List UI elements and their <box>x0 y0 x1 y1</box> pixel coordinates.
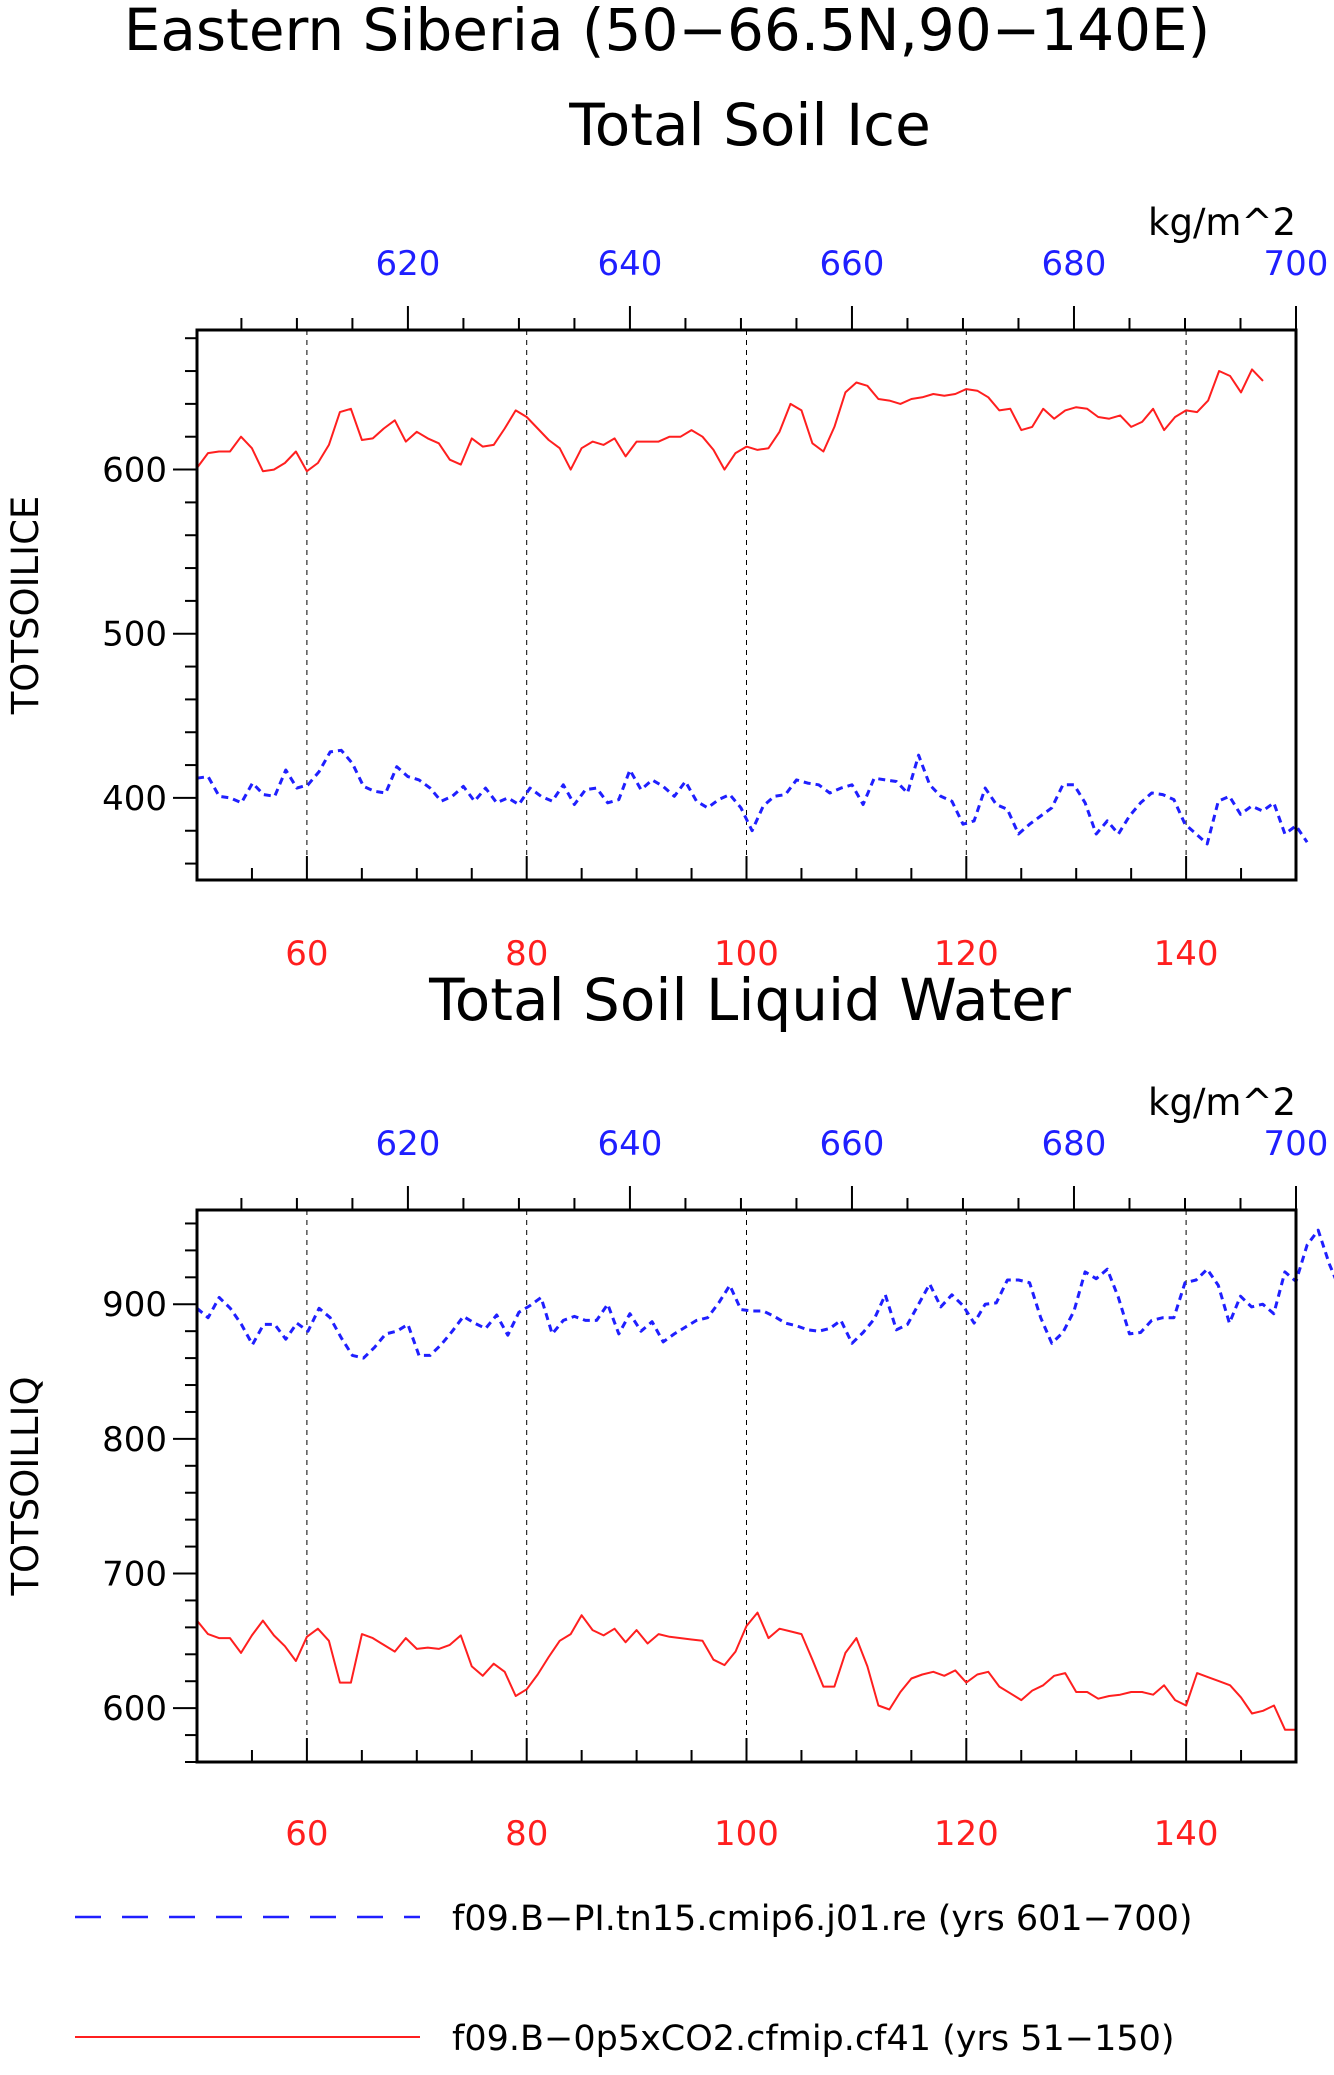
x-tick-label-top: 640 <box>597 244 662 284</box>
x-tick-label-bottom: 100 <box>714 934 779 974</box>
units-label: kg/m^2 <box>1148 1081 1296 1124</box>
plot-frame <box>195 328 1298 882</box>
series-line-cfmip <box>196 368 1264 473</box>
x-tick-label-bottom: 120 <box>934 1814 999 1854</box>
chart-title: Total Soil Ice <box>568 91 931 159</box>
x-tick-label-top: 680 <box>1042 1124 1107 1164</box>
x-tick-label-top: 620 <box>375 1124 440 1164</box>
legend-label-pi: f09.B−PI.tn15.cmip6.j01.re (yrs 601−700) <box>452 1899 1193 1939</box>
units-label: kg/m^2 <box>1148 201 1296 244</box>
x-tick-label-bottom: 60 <box>285 934 328 974</box>
x-tick-label-top: 620 <box>375 244 440 284</box>
y-tick-label: 900 <box>102 1285 167 1325</box>
series-line-cfmip <box>196 1611 1296 1731</box>
series-line-pi <box>196 748 1309 846</box>
x-tick-label-bottom: 60 <box>285 1814 328 1854</box>
x-tick-label-top: 700 <box>1264 1124 1329 1164</box>
y-tick-label: 600 <box>102 451 167 491</box>
figure-title: Eastern Siberia (50−66.5N,90−140E) <box>124 0 1211 64</box>
x-tick-label-bottom: 80 <box>505 934 548 974</box>
series-line-pi <box>196 1228 1334 1360</box>
legend-label-cfmip: f09.B−0p5xCO2.cfmip.cf41 (yrs 51−150) <box>452 2019 1175 2059</box>
x-tick-label-bottom: 100 <box>714 1814 779 1854</box>
y-tick-label: 600 <box>102 1689 167 1729</box>
y-tick-label: 400 <box>102 779 167 819</box>
y-tick-label: 700 <box>102 1555 167 1595</box>
y-axis-label: TOTSOILICE <box>4 496 47 716</box>
x-tick-label-top: 660 <box>820 244 885 284</box>
plot-frame <box>195 1208 1298 1764</box>
y-tick-label: 500 <box>102 615 167 655</box>
x-tick-label-top: 700 <box>1264 244 1329 284</box>
x-tick-label-top: 660 <box>820 1124 885 1164</box>
x-tick-label-top: 640 <box>597 1124 662 1164</box>
x-tick-label-bottom: 140 <box>1154 1814 1219 1854</box>
chart-panel-soil-liquid-water: Total Soil Liquid Water kg/m^2 TOTSOILLIQ 6… <box>4 966 1334 1854</box>
y-axis-label: TOTSOILLIQ <box>4 1376 47 1596</box>
x-tick-label-bottom: 140 <box>1154 934 1219 974</box>
x-tick-label-top: 680 <box>1042 244 1107 284</box>
y-tick-label: 800 <box>102 1420 167 1460</box>
legend: f09.B−PI.tn15.cmip6.j01.re (yrs 601−700)… <box>75 1899 1193 2059</box>
chart-panel-soil-ice: Total Soil Ice kg/m^2 TOTSOILICE 60 80 100 120… <box>4 91 1328 974</box>
chart-title: Total Soil Liquid Water <box>428 966 1071 1034</box>
x-tick-label-bottom: 80 <box>505 1814 548 1854</box>
x-tick-label-bottom: 120 <box>934 934 999 974</box>
